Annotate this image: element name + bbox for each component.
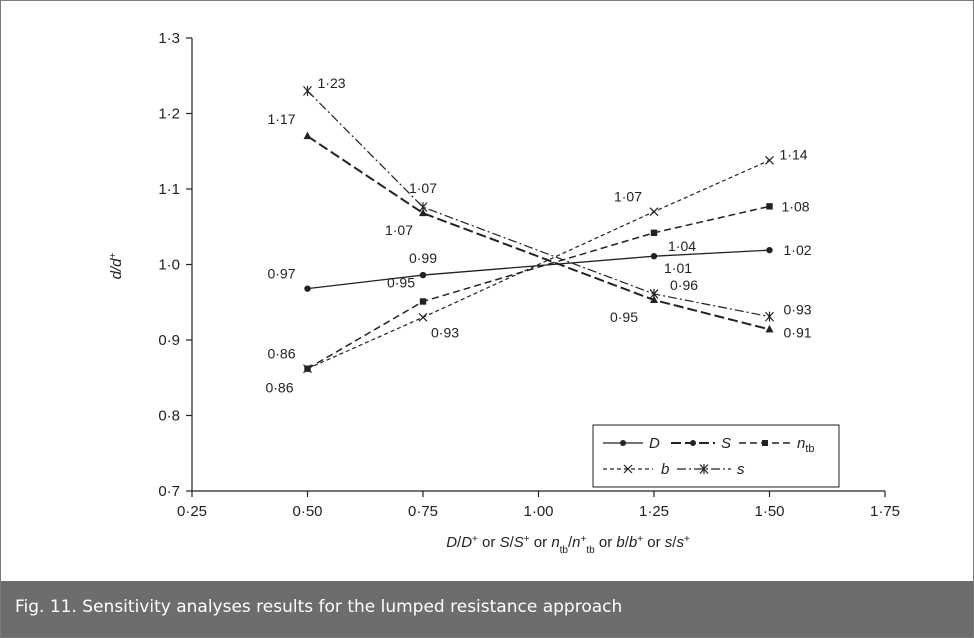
series-line-n-tb-2 [307,205,770,370]
svg-text:ntb: ntb [797,435,815,455]
series-d-0 [304,246,773,292]
data-point-s-4-2 [649,288,659,299]
y-tick-label: 1·3 [158,30,180,47]
data-label-s-4-1: 1·07 [409,180,437,196]
series-s-4 [303,85,774,322]
x-tick-label: 0·25 [177,503,207,520]
series-line-b-3 [307,159,770,370]
legend-entry-D: D [603,435,660,452]
data-label-s-4-0: 1·23 [318,75,346,91]
y-axis-title: d/d+ [108,252,126,279]
y-tick-label: 1·0 [158,257,180,274]
figure-caption: Fig. 11. Sensitivity analyses results fo… [15,597,623,617]
data-label-s-1-1: 1·07 [385,222,413,238]
caption-bar: Fig. 11. Sensitivity analyses results fo… [1,581,973,637]
data-point-n-tb-2-1 [419,298,427,305]
data-label-n-tb-2-0: 0·86 [265,380,293,396]
y-tick-label: 1·1 [158,181,180,198]
data-point-s-4-0 [303,85,312,96]
series-b-3 [303,155,774,374]
legend-entry-S: S [671,435,731,452]
y-tick-label: 1·2 [158,106,180,123]
legend-label-ntb: n [797,435,805,452]
x-tick-label: 1·75 [870,503,900,520]
legend-label-D: D [649,435,660,452]
data-label-n-tb-2-1: 0·95 [387,274,415,290]
x-tick-label: 1·25 [639,503,669,520]
data-point-s-1-1 [419,208,427,217]
data-label-b-3-0: 0·86 [267,346,295,362]
y-tick-label: 0·9 [158,332,180,349]
data-label-s-1-3: 0·91 [784,324,812,340]
data-point-b-3-2 [649,207,659,217]
data-label-s-1-0: 1·17 [267,111,295,127]
axes: 0·25 0·50 0·75 1·00 1·25 1·50 1·75 0·7 0·8 0·9 1·0… [158,30,900,520]
x-tick-label: 1·00 [523,503,553,520]
data-point-s-4-1 [418,202,428,213]
data-label-b-3-2: 1·07 [614,189,642,205]
x-axis-title: D/D+ or S/S+ or ntb/n+tb or b/b+ or s/s+ [446,534,690,556]
data-label-b-3-1: 0·93 [431,324,459,340]
data-point-d-0-3 [766,246,773,254]
data-point-s-1-2 [650,295,658,303]
data-label-d-0-2: 1·01 [664,260,692,276]
data-labels: 0·97 0·99 1·01 1·02 1·17 1·07 0·95 0·91 0·86 0·95… [265,75,811,396]
x-tick-label: 1·50 [754,503,784,520]
y-tick-label: 0·7 [158,483,180,500]
data-label-s-4-3: 0·93 [784,302,812,318]
data-point-s-1-0 [303,131,312,140]
data-label-d-0-0: 0·97 [267,266,295,282]
data-point-s-1-3 [765,324,774,333]
data-label-b-3-3: 1·14 [780,146,808,162]
series-line-s-4 [307,90,770,318]
legend-entry-s: s [677,461,745,478]
data-label-d-0-3: 1·02 [784,242,812,258]
data-label-s-4-2: 0·96 [670,277,698,293]
data-point-s-4-3 [765,311,774,322]
x-tick-label: 0·75 [408,503,438,520]
legend-entry-ntb: ntb [739,435,815,455]
data-label-n-tb-2-3: 1·08 [782,198,810,214]
legend: D S ntb b s [592,424,840,488]
series-layer [303,85,774,374]
data-point-b-3-3 [765,155,774,165]
series-s-1 [303,131,774,333]
legend-label-b: b [661,461,669,478]
data-point-d-0-1 [419,271,427,279]
data-label-d-0-1: 0·99 [409,250,437,266]
legend-label-S: S [721,435,731,452]
series-line-d-0 [307,249,770,290]
legend-label-s: s [737,461,745,478]
x-tick-label: 0·50 [292,503,322,520]
data-point-b-3-1 [418,312,428,322]
data-label-n-tb-2-2: 1·04 [668,238,696,254]
legend-label-ntb-sub: tb [805,443,814,455]
series-n-tb-2 [304,203,773,372]
legend-entry-b: b [603,461,669,478]
data-label-s-1-2: 0·95 [610,309,638,325]
data-point-d-0-0 [304,285,311,292]
data-point-b-3-0 [303,364,312,374]
series-line-s-1 [306,135,770,331]
data-point-n-tb-2-3 [766,203,773,210]
data-point-n-tb-2-2 [650,229,658,236]
line-chart: 0·25 0·50 0·75 1·00 1·25 1·50 1·75 0·7 0·8 0·9 1·0… [108,30,901,556]
y-tick-label: 0·8 [158,408,180,425]
data-point-d-0-2 [650,252,658,260]
